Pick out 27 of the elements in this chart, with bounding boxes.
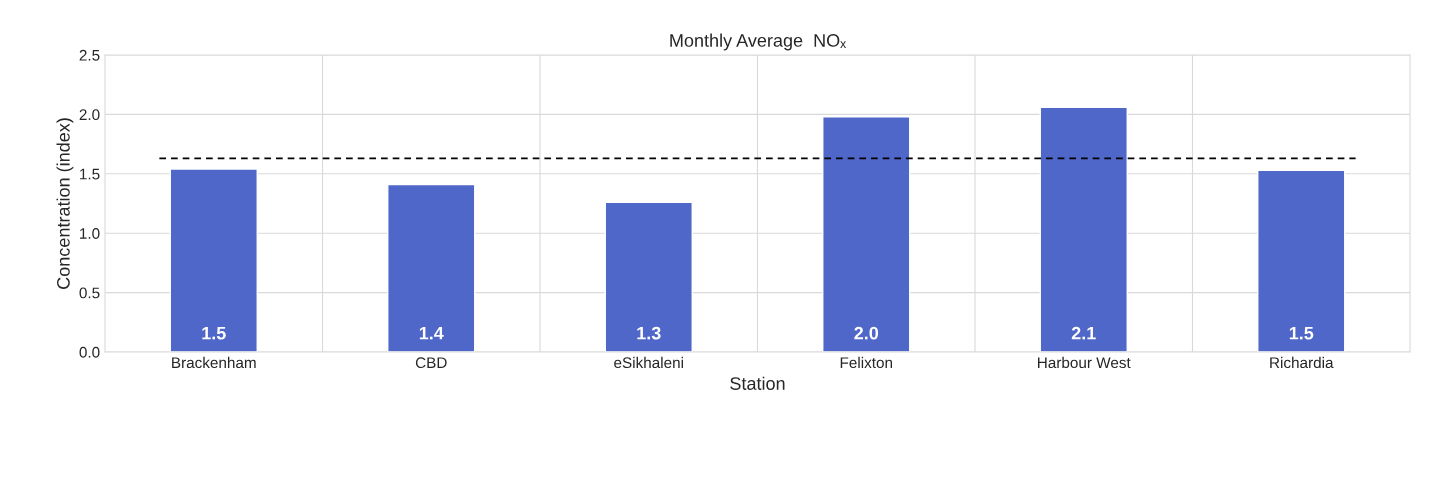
- x-tick-label: Richardia: [1270, 356, 1334, 369]
- bar: [822, 116, 911, 352]
- bar: [169, 168, 258, 352]
- bar: [1039, 106, 1128, 352]
- x-tick-label: Felixton: [840, 356, 893, 369]
- bar: [387, 183, 476, 352]
- x-tick-label: CBD: [415, 357, 447, 369]
- data-label: 1.3: [637, 326, 661, 340]
- data-label: 2.0: [854, 326, 879, 340]
- y-tick-label: 2.0: [79, 109, 100, 121]
- y-tick-label: 0.5: [79, 287, 100, 299]
- y-tick-label: 2.5: [79, 49, 100, 61]
- bar: [604, 201, 693, 352]
- data-label: 1.5: [1289, 326, 1314, 340]
- data-label: 1.4: [419, 326, 444, 340]
- y-tick-label: 1.5: [80, 168, 100, 180]
- bar: [1257, 169, 1346, 352]
- x-tick-label: Brackenham: [172, 356, 256, 369]
- y-tick-label: 0.0: [79, 346, 100, 358]
- x-tick-label: eSikhaleni: [614, 356, 683, 369]
- data-label: 1.5: [202, 326, 226, 340]
- x-axis-title: Station: [730, 376, 785, 390]
- x-tick-label: Harbour West: [1038, 356, 1131, 369]
- data-label: 2.1: [1071, 326, 1096, 340]
- chart-title: Monthly Average NOₓ: [670, 33, 847, 51]
- y-axis-title: Concentration (index): [56, 118, 74, 289]
- y-tick-label: 1.0: [80, 228, 100, 239]
